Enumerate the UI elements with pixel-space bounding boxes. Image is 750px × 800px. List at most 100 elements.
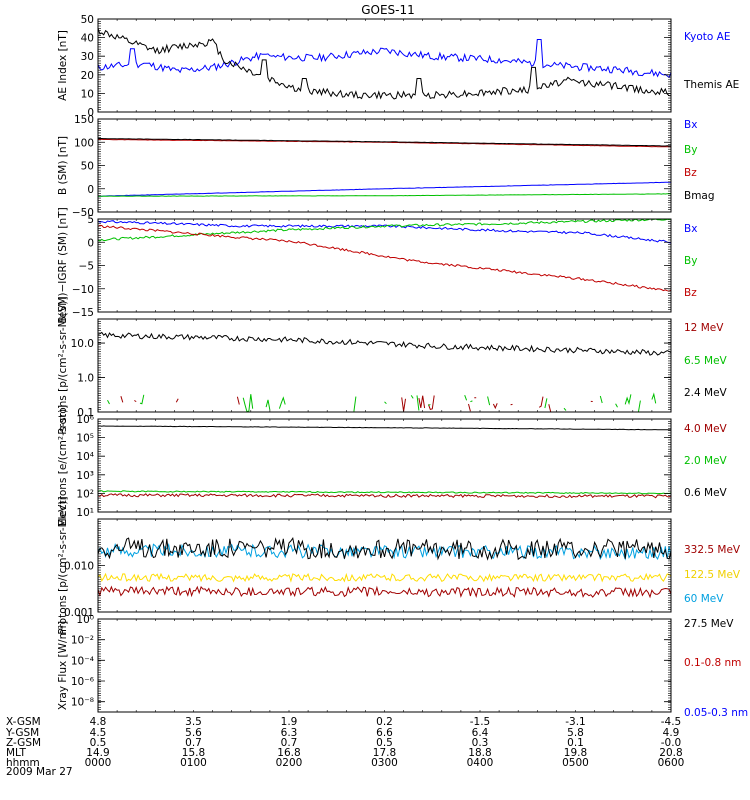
y-axis-label: B(SM)−IGRF (SM) [nT] bbox=[57, 207, 69, 323]
y-tick-label: 0 bbox=[87, 237, 94, 249]
y-tick-label: −5 bbox=[79, 261, 94, 273]
y-tick-label: −15 bbox=[72, 307, 94, 319]
legend-label: 0.1-0.8 nm bbox=[684, 657, 741, 669]
x-row-value: 0300 bbox=[371, 757, 398, 769]
legend-label: Bz bbox=[684, 167, 697, 179]
x-row-label: hhmm bbox=[6, 757, 40, 769]
series-line-themis-ae bbox=[97, 28, 672, 100]
legend-label: 12 MeV bbox=[684, 322, 724, 334]
legend-label: Kyoto AE bbox=[684, 31, 730, 43]
y-tick-label: 0.1 bbox=[77, 407, 94, 419]
legend-label: 60 MeV bbox=[684, 593, 724, 605]
x-row-value: 14.9 bbox=[86, 747, 109, 759]
x-row-label: MLT bbox=[6, 747, 26, 759]
x-row-value: 20.8 bbox=[659, 747, 682, 759]
figure-date: 2009 Mar 27 bbox=[6, 766, 73, 778]
x-row-value: 0500 bbox=[562, 757, 589, 769]
legend-label: Bz bbox=[684, 287, 697, 299]
y-tick-label: −50 bbox=[72, 207, 94, 219]
legend-label: 4.0 MeV bbox=[684, 423, 728, 435]
x-row-value: 6.4 bbox=[472, 727, 489, 739]
y-tick-label: 0 bbox=[87, 107, 94, 119]
series-line-kyoto-ae bbox=[97, 39, 672, 79]
legend-label: Bmag bbox=[684, 190, 715, 202]
series-line-27-5-mev bbox=[97, 536, 672, 561]
legend-label: 2.4 MeV bbox=[684, 387, 728, 399]
plot-frame bbox=[97, 418, 672, 513]
legend-label: 6.5 MeV bbox=[684, 355, 728, 367]
plot-frame bbox=[97, 518, 672, 613]
y-axis-label: Xray Flux [W/m²] bbox=[57, 621, 69, 710]
y-tick-label: 10⁰ bbox=[76, 614, 94, 626]
legend-label: 0.6 MeV bbox=[684, 487, 728, 499]
y-tick-label: 10⁻² bbox=[71, 635, 94, 647]
series-line-bx bbox=[97, 181, 671, 197]
series-line-bz bbox=[97, 138, 672, 148]
x-row-value: 0.7 bbox=[185, 737, 202, 749]
x-row-value: 0.1 bbox=[567, 737, 584, 749]
x-row-value: 0.2 bbox=[376, 716, 393, 728]
y-tick-label: 10³ bbox=[76, 470, 94, 482]
legend-label: 27.5 MeV bbox=[684, 618, 734, 630]
x-row-value: -1.5 bbox=[470, 716, 491, 728]
x-row-value: 19.8 bbox=[564, 747, 587, 759]
legend-label: Bx bbox=[684, 223, 697, 235]
legend-label: By bbox=[684, 255, 697, 267]
x-row-value: 0.7 bbox=[281, 737, 298, 749]
panel-7: 10⁻⁸ 10⁻⁶ 10⁻⁴ 10⁻² 10⁰ Xray Flux [W/m²] 0.1-0… bbox=[57, 614, 748, 719]
minor-ticks bbox=[98, 519, 671, 612]
y-tick-label: 40 bbox=[81, 33, 94, 45]
y-tick-label: 30 bbox=[81, 51, 94, 63]
y-tick-label: 20 bbox=[81, 70, 94, 82]
series-line-12-mev bbox=[121, 396, 665, 412]
series-line-by bbox=[97, 218, 672, 242]
legend-label: Bx bbox=[684, 119, 697, 131]
x-row-value: 0.5 bbox=[376, 737, 393, 749]
x-row-value: 18.8 bbox=[468, 747, 491, 759]
x-row-value: -3.1 bbox=[565, 716, 586, 728]
y-tick-label: 10.0 bbox=[71, 338, 94, 350]
series-line-bz bbox=[97, 224, 672, 292]
y-tick-label: 10⁻⁶ bbox=[71, 676, 94, 688]
x-row-value: 4.9 bbox=[663, 727, 680, 739]
plot-frame bbox=[97, 118, 672, 213]
x-row-value: 4.5 bbox=[90, 727, 107, 739]
x-row-value: 0.3 bbox=[472, 737, 489, 749]
minor-ticks bbox=[98, 19, 671, 112]
x-row-label: X-GSM bbox=[6, 716, 41, 728]
y-tick-label: 50 bbox=[81, 161, 94, 173]
y-tick-label: 10⁶ bbox=[76, 414, 94, 426]
panel-2: −50 0 50 100 150 B (SM) [nT] Bx By Bz Bmag bbox=[57, 114, 715, 219]
series-line-bmag bbox=[98, 138, 671, 147]
y-tick-label: 50 bbox=[81, 14, 94, 26]
y-tick-label: 10⁵ bbox=[76, 433, 94, 445]
plot-frame bbox=[97, 618, 672, 713]
x-row-value: 17.8 bbox=[373, 747, 396, 759]
y-tick-label: 10¹ bbox=[76, 507, 94, 519]
y-tick-label: 0.010 bbox=[64, 561, 94, 573]
y-tick-label: 5 bbox=[87, 214, 94, 226]
x-row-value: -4.5 bbox=[661, 716, 682, 728]
y-tick-label: 1.0 bbox=[77, 373, 94, 385]
y-tick-label: 0 bbox=[87, 184, 94, 196]
x-row-value: 0400 bbox=[467, 757, 494, 769]
panel-5: 10¹ 10² 10³ 10⁴ 10⁵ 10⁶ Electrons [e/(cm²-s-sr… bbox=[57, 405, 728, 526]
series-line-4-0-mev bbox=[97, 493, 672, 499]
y-tick-label: 0.001 bbox=[64, 607, 94, 619]
minor-ticks bbox=[98, 319, 671, 412]
x-row-value: 5.8 bbox=[567, 727, 584, 739]
legend-label: 332.5 MeV bbox=[684, 544, 741, 556]
x-row-value: 1.9 bbox=[281, 716, 298, 728]
x-row-value: 5.6 bbox=[185, 727, 202, 739]
x-row-value: 15.8 bbox=[182, 747, 205, 759]
y-tick-label: 10² bbox=[76, 488, 94, 500]
x-row-value: 6.3 bbox=[281, 727, 298, 739]
y-tick-label: 100 bbox=[74, 137, 94, 149]
x-row-label: Z-GSM bbox=[6, 737, 41, 749]
y-axis-label: Protons [p/(cm²-s-sr-MeV)] bbox=[57, 496, 69, 634]
x-row-value: -0.0 bbox=[661, 737, 682, 749]
